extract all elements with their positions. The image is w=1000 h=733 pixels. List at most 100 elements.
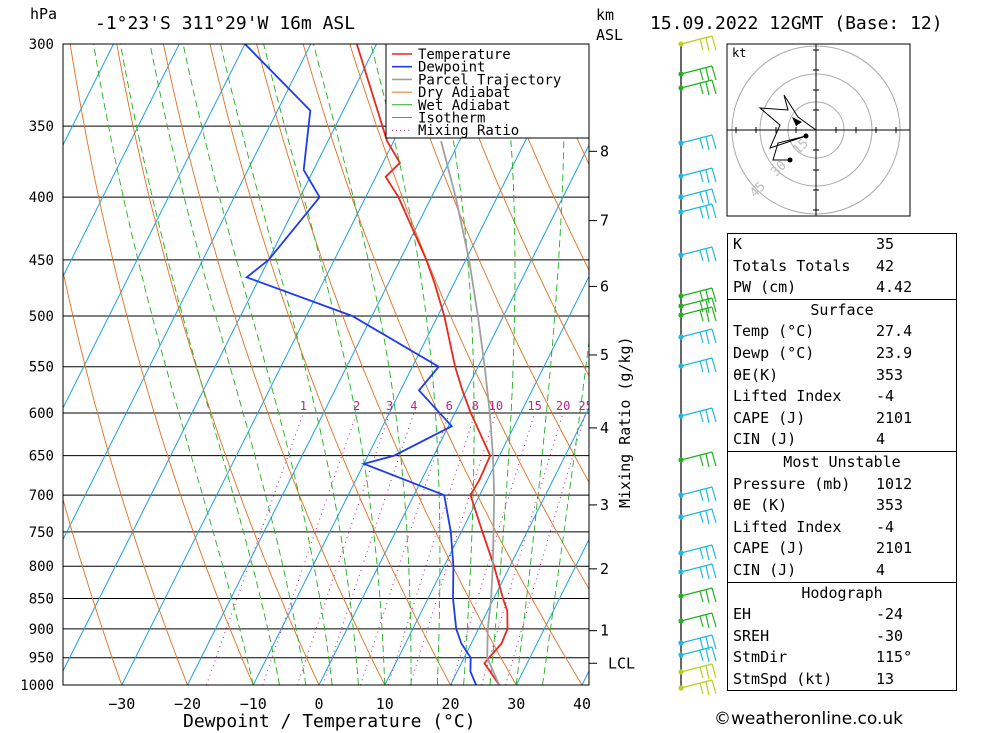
km-tick-7: 7 (600, 212, 609, 230)
temperature-tick--20: −20 (174, 695, 201, 713)
dry-adiabat-line (69, 44, 254, 685)
mixing-ratio-label-20: 20 (556, 399, 570, 413)
mixing-ratio-label-25: 25 (578, 399, 592, 413)
wet-adiabat-line (370, 44, 441, 685)
isotherm-line (187, 44, 509, 685)
km-tick-8: 8 (600, 142, 609, 160)
km-tick-5: 5 (600, 346, 609, 364)
hodograph-unit: kt (732, 46, 746, 60)
surface-temp-row: Temp (°C) 27.4 (733, 322, 913, 341)
wind-barb-icon (680, 167, 717, 184)
pressure-tick-950: 950 (29, 651, 54, 667)
mu-theta-row: θE (K) 353 (733, 496, 904, 515)
wind-barb-icon (680, 79, 717, 96)
wet-adiabat-line (542, 338, 589, 685)
km-tick-LCL: LCL (608, 654, 635, 672)
hodograph-point (803, 133, 809, 139)
isotherm-line (63, 44, 180, 278)
sreh-row: SREH -30 (733, 626, 904, 645)
pressure-tick-1000: 1000 (20, 678, 54, 694)
mixing-ratio-line (450, 412, 536, 685)
wind-barb-icon (680, 297, 717, 314)
temperature-tick-20: 20 (441, 695, 459, 713)
wind-barb-icon (680, 65, 717, 82)
dry-adiabat-line (162, 44, 386, 685)
pressure-tick-500: 500 (29, 309, 54, 325)
dry-adiabat-line (63, 269, 188, 685)
asl-unit: ASL (596, 26, 623, 44)
wind-barb-icon (680, 203, 717, 220)
mixing-ratio-label-1: 1 (300, 399, 307, 413)
hodograph-point (787, 157, 793, 163)
temperature-tick-40: 40 (573, 695, 591, 713)
hodograph-title: Hodograph (728, 581, 956, 605)
pressure-tick-800: 800 (29, 559, 54, 575)
isotherm-line (450, 406, 589, 685)
wind-barb-icon (680, 451, 717, 468)
mixing-ratio-label-10: 10 (489, 399, 503, 413)
surface-cape-row: CAPE (J) 2101 (733, 408, 913, 427)
mu-cape-row: CAPE (J) 2101 (733, 539, 913, 558)
storm-motion-arrow-icon (792, 117, 802, 126)
mixing-ratio-line (296, 412, 391, 685)
legend-parcel: Parcel Trajectory (418, 72, 561, 88)
isotherm-line (63, 44, 312, 541)
copyright-footer[interactable]: ©weatheronline.co.uk (714, 709, 904, 729)
km-tick-6: 6 (600, 277, 609, 295)
hodograph-trace (758, 94, 817, 161)
wind-barb-icon (680, 246, 717, 263)
indices-table: K 35 Totals Totals 42 PW (cm) 4.42 Surface … (727, 233, 957, 692)
series-parcel-trajectory (440, 140, 501, 685)
mixing-ratio-label-8: 8 (472, 399, 479, 413)
pressure-tick-650: 650 (29, 449, 54, 465)
temperature-tick-10: 10 (376, 695, 394, 713)
dry-adiabat-line (489, 44, 589, 272)
legend: Temperature Dewpoint Parcel Trajectory D… (385, 43, 590, 139)
wind-barb-icon (680, 646, 717, 663)
mixing-ratio-line (322, 412, 415, 685)
wind-barb-icon (680, 287, 717, 304)
mixing-ratio-label-15: 15 (527, 399, 541, 413)
wind-barb-icon (680, 679, 717, 696)
wet-adiabat-line (149, 44, 307, 685)
pressure-tick-600: 600 (29, 406, 54, 422)
wind-barb-icon (680, 587, 717, 604)
pressure-tick-850: 850 (29, 591, 54, 607)
tt-row: Totals Totals 42 (733, 256, 895, 275)
mixing-ratio-line (262, 412, 358, 685)
temperature-tick--30: −30 (108, 695, 135, 713)
mixing-ratio-label-3: 3 (386, 399, 393, 413)
wind-barb-icon (680, 306, 717, 323)
pw-row: PW (cm) 4.42 (733, 278, 913, 297)
isotherm-line (384, 275, 589, 685)
pressure-tick-550: 550 (29, 360, 54, 376)
dry-adiabat-line (442, 44, 589, 377)
wet-adiabat-line (434, 44, 475, 685)
wet-adiabat-line (313, 44, 412, 685)
temperature-tick-30: 30 (507, 695, 525, 713)
datetime: 15.09.2022 12GMT (Base: 12) (650, 13, 943, 34)
mixing-ratio-line (205, 412, 304, 685)
x-axis-label: Dewpoint / Temperature (°C) (183, 711, 476, 732)
wind-barb-icon (680, 663, 717, 680)
isotherm-line (121, 44, 443, 685)
stmspd-row: StmSpd (kt) 13 (733, 669, 895, 688)
km-tick-2: 2 (600, 560, 609, 578)
wet-adiabat-line (263, 44, 386, 685)
location-title: -1°23'S 311°29'W 16m ASL (95, 13, 355, 34)
stmdir-row: StmDir 115° (733, 648, 913, 667)
eh-row: EH -24 (733, 605, 904, 624)
k-row: K 35 (733, 235, 895, 253)
pressure-unit: hPa (30, 5, 57, 23)
pressure-tick-350: 350 (29, 119, 54, 135)
wind-barb-icon (680, 134, 717, 151)
isotherm-line (63, 44, 377, 673)
pressure-tick-900: 900 (29, 622, 54, 638)
dry-adiabat-line (116, 44, 320, 685)
mixing-ratio-line (481, 412, 564, 685)
dry-adiabat-line (209, 44, 451, 685)
pressure-tick-450: 450 (29, 253, 54, 269)
wind-barb-icon (680, 357, 717, 374)
surface-theta-row: θE(K) 353 (733, 365, 904, 384)
